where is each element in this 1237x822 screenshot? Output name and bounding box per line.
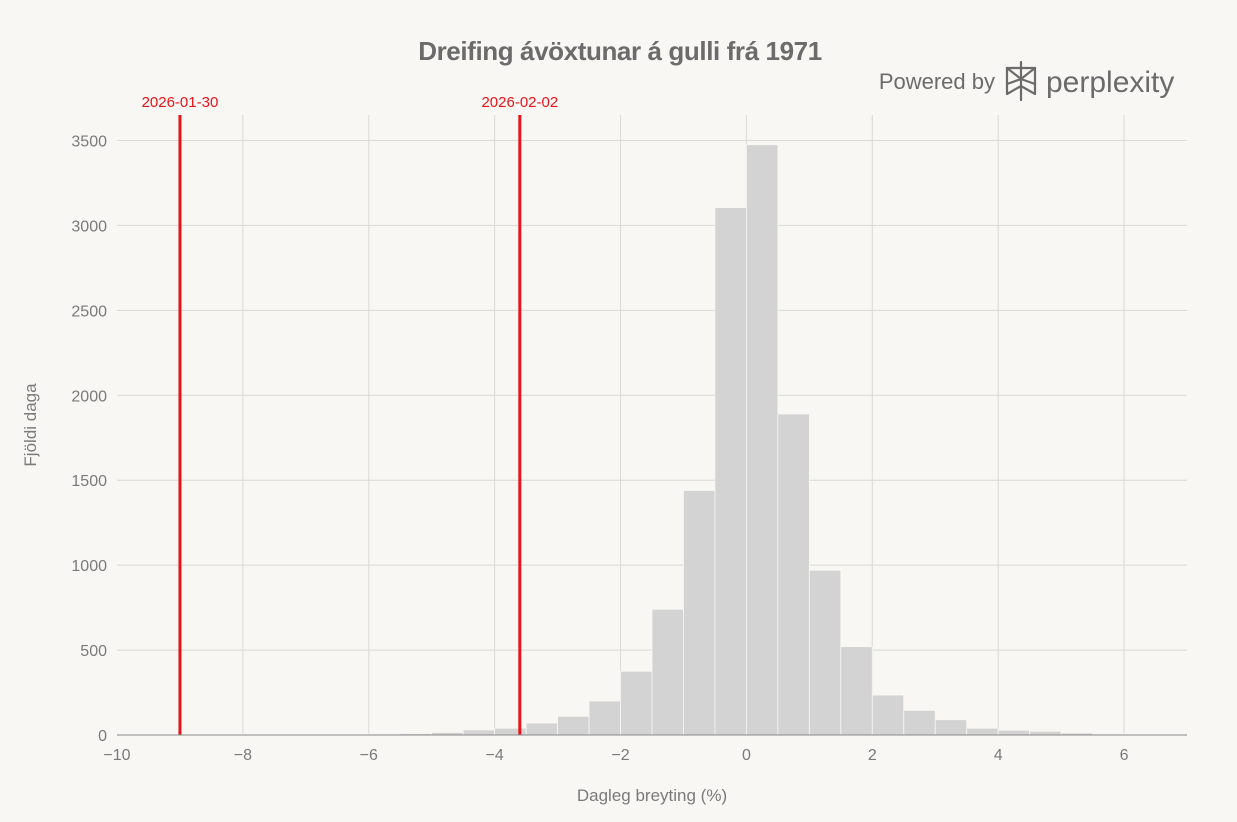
x-axis-title: Dagleg breyting (%) xyxy=(577,786,727,805)
y-tick-label: 2000 xyxy=(71,388,107,405)
y-tick-label: 3500 xyxy=(71,133,107,150)
histogram-bar xyxy=(808,569,842,736)
x-tick-label: −2 xyxy=(611,747,629,764)
x-tick-label: −10 xyxy=(103,747,130,764)
histogram-bar xyxy=(966,727,999,736)
histogram-bar xyxy=(494,727,527,736)
histogram-bar xyxy=(588,700,621,736)
x-tick-label: −8 xyxy=(234,747,252,764)
y-tick-label: 1500 xyxy=(71,473,107,490)
x-tick-label: 2 xyxy=(868,747,877,764)
histogram-bar xyxy=(620,670,653,736)
y-tick-label: 0 xyxy=(98,728,107,745)
reference-line-label: 2026-01-30 xyxy=(142,94,219,111)
y-tick-label: 1000 xyxy=(71,558,107,575)
reference-lines: 2026-01-30 2026-02-02 xyxy=(142,94,558,735)
histogram-bars xyxy=(116,144,1188,736)
x-tick-label: 4 xyxy=(994,747,1003,764)
chart-title: Dreifing ávöxtunar á gulli frá 1971 xyxy=(418,36,822,66)
x-tick-label: 0 xyxy=(742,747,751,764)
histogram-bar xyxy=(777,413,810,736)
y-tick-label: 3000 xyxy=(71,218,107,235)
histogram-bar xyxy=(557,715,590,736)
histogram-bar xyxy=(651,608,684,736)
histogram-bar xyxy=(683,489,716,736)
histogram-bar xyxy=(525,722,558,736)
x-tick-label: −6 xyxy=(360,747,378,764)
branding: Powered by perplexity xyxy=(879,60,1174,102)
histogram-bar xyxy=(903,709,936,736)
y-tick-label: 500 xyxy=(80,643,107,660)
histogram-bar xyxy=(840,646,873,736)
histogram-bar xyxy=(746,144,779,736)
powered-by-label: Powered by xyxy=(879,69,995,94)
histogram-bar xyxy=(462,729,496,736)
perplexity-wordmark: perplexity xyxy=(1046,66,1174,99)
x-tick-label: 6 xyxy=(1120,747,1129,764)
y-tick-label: 2500 xyxy=(71,303,107,320)
histogram-bar xyxy=(714,207,747,736)
histogram-bar xyxy=(871,694,905,736)
axes: 0 500 1000 1500 2000 2500 3000 3500 −10 −8 −6 −4 −2 0… xyxy=(71,133,1187,764)
histogram-bar xyxy=(934,719,968,736)
histogram-bar xyxy=(997,729,1031,736)
perplexity-logo-icon xyxy=(1005,60,1037,102)
reference-line-label: 2026-02-02 xyxy=(481,94,558,111)
y-axis-title: Fjöldi daga xyxy=(21,383,40,467)
histogram-bar xyxy=(1029,730,1062,736)
x-tick-label: −4 xyxy=(486,747,504,764)
